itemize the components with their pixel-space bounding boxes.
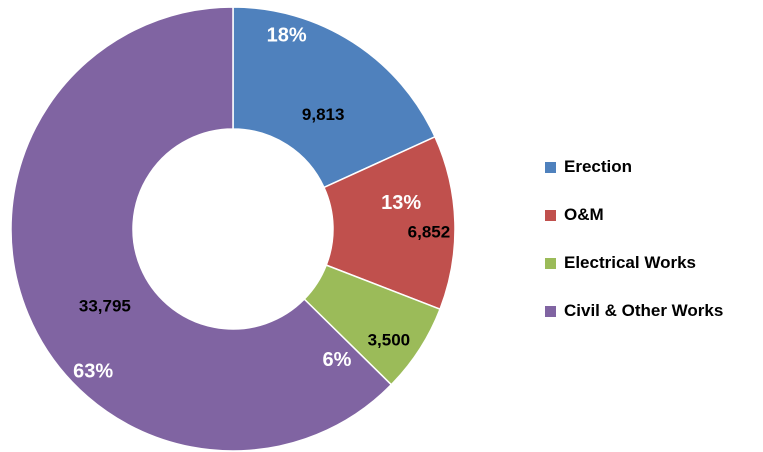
- slices-group: [10, 6, 456, 452]
- value-label-electrical-works: 3,500: [368, 331, 411, 350]
- legend-item-electrical-works: Electrical Works: [545, 239, 723, 287]
- legend-swatch-electrical-works: [545, 257, 556, 269]
- legend-item-civil-other-works: Civil & Other Works: [545, 287, 723, 335]
- legend-label-electrical-works: Electrical Works: [564, 253, 696, 272]
- slice-civil-other-works: [10, 6, 393, 452]
- labels-group: 18% 9,813 13% 6,852 6% 3,500 63% 33,795: [73, 25, 450, 383]
- value-label-erection: 9,813: [302, 105, 345, 124]
- slice-om: [322, 135, 456, 311]
- value-label-civil-other-works: 33,795: [79, 296, 131, 315]
- legend-item-erection: Erection: [545, 143, 723, 191]
- percent-label-om: 13%: [381, 192, 421, 214]
- percent-label-civil-other-works: 63%: [73, 360, 113, 382]
- legend: Erection O&M Electrical Works Civil & Ot…: [545, 143, 723, 335]
- legend-label-om: O&M: [564, 205, 604, 224]
- percent-label-electrical-works: 6%: [323, 349, 352, 371]
- legend-swatch-om: [545, 209, 556, 221]
- legend-item-om: O&M: [545, 191, 723, 239]
- legend-label-erection: Erection: [564, 157, 633, 176]
- percent-label-erection: 18%: [267, 25, 307, 47]
- legend-swatch-civil-other-works: [545, 305, 556, 317]
- value-label-om: 6,852: [408, 223, 451, 242]
- legend-swatch-erection: [545, 161, 556, 173]
- slice-erection: [232, 6, 436, 189]
- legend-label-civil-other-works: Civil & Other Works: [564, 301, 724, 320]
